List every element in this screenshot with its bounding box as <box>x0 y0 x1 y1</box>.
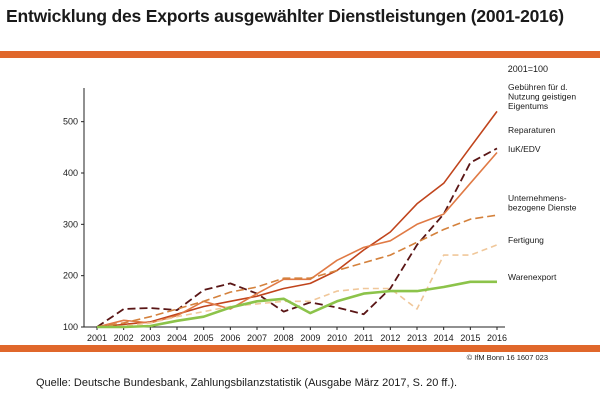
legend-label-line: Gebühren für d. <box>508 82 568 92</box>
chart-title: Entwicklung des Exports ausgewählter Die… <box>6 6 564 26</box>
x-tick-label: 2011 <box>354 333 373 343</box>
legend-label-5: Warenexport <box>508 272 557 282</box>
x-tick-label: 2010 <box>327 333 347 343</box>
x-tick-label: 2009 <box>300 333 320 343</box>
legend-label-0: Gebühren für d. Nutzung geistigen Eigentum… <box>508 82 576 111</box>
series-line-3 <box>96 214 498 328</box>
source-note: Quelle: Deutsche Bundesbank, Zahlungsbil… <box>36 377 458 389</box>
top-accent-bar <box>0 51 600 58</box>
series-line-5 <box>97 280 497 329</box>
x-tick-label: 2014 <box>434 333 454 343</box>
x-tick-label: 2016 <box>487 333 507 343</box>
bottom-accent-bar <box>0 345 600 352</box>
y-tick-label: 300 <box>63 219 78 229</box>
legend-label-2: IuK/EDV <box>508 144 541 154</box>
x-tick-label: 2002 <box>114 333 134 343</box>
x-tick-label: 2007 <box>247 333 267 343</box>
legend-label-line: Unternehmens- <box>508 193 567 203</box>
legend-label-line: bezogene Dienste <box>508 203 577 213</box>
legend-label-line: Nutzung geistigen <box>508 92 576 102</box>
legend-label-line: Reparaturen <box>508 125 556 135</box>
series-line-0 <box>96 110 498 328</box>
index-base-note: 2001=100 <box>507 64 548 74</box>
x-tick-label: 2008 <box>274 333 294 343</box>
x-tick-label: 2003 <box>140 333 160 343</box>
copyright-note: © IfM Bonn 16 1607 023 <box>466 353 548 362</box>
y-tick-label: 500 <box>63 117 78 127</box>
legend-labels: Gebühren für d. Nutzung geistigen Eigentum… <box>508 82 577 282</box>
axes: 100 200 300 400 500 2001 2002 2003 2004 2005 2006 2… <box>63 88 507 343</box>
x-tick-label: 2004 <box>167 333 187 343</box>
legend-label-line: Eigentums <box>508 101 548 111</box>
x-tick-label: 2015 <box>460 333 480 343</box>
y-tick-label: 400 <box>63 168 78 178</box>
x-tick-label: 2001 <box>87 333 107 343</box>
series-line-4 <box>96 244 498 328</box>
y-tick-label: 100 <box>63 322 78 332</box>
x-tick-label: 2006 <box>220 333 240 343</box>
legend-label-line: Warenexport <box>508 272 557 282</box>
y-tick-label: 200 <box>63 271 78 281</box>
legend-label-4: Fertigung <box>508 235 544 245</box>
x-tick-label: 2013 <box>407 333 427 343</box>
series-line-2 <box>96 151 498 328</box>
x-tick-label: 2012 <box>380 333 400 343</box>
legend-label-line: IuK/EDV <box>508 144 541 154</box>
legend-label-1: Reparaturen <box>508 125 556 135</box>
legend-label-3: Unternehmens-bezogene Dienste <box>508 193 577 213</box>
series-line-1 <box>96 147 498 328</box>
series-lines <box>96 110 498 329</box>
legend-label-line: Fertigung <box>508 235 544 245</box>
x-tick-label: 2005 <box>194 333 214 343</box>
